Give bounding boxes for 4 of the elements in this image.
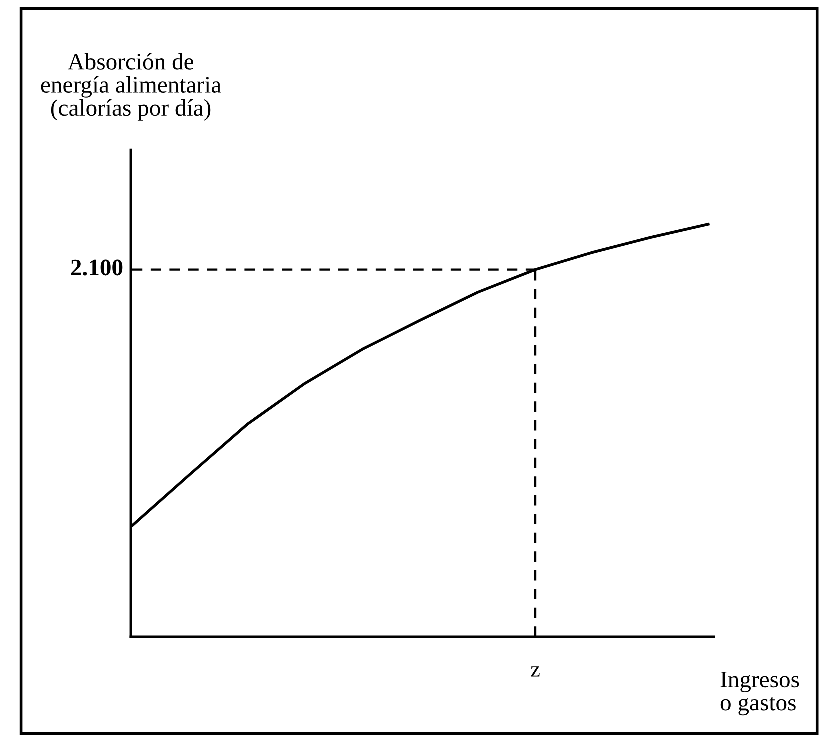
text: 2.100 xyxy=(71,260,123,276)
y-axis-title: Absorción de energía alimentaria (calorías por día) xyxy=(41,53,222,121)
text: z xyxy=(531,666,540,677)
x-axis-title: Ingresos o gastos xyxy=(720,672,800,716)
